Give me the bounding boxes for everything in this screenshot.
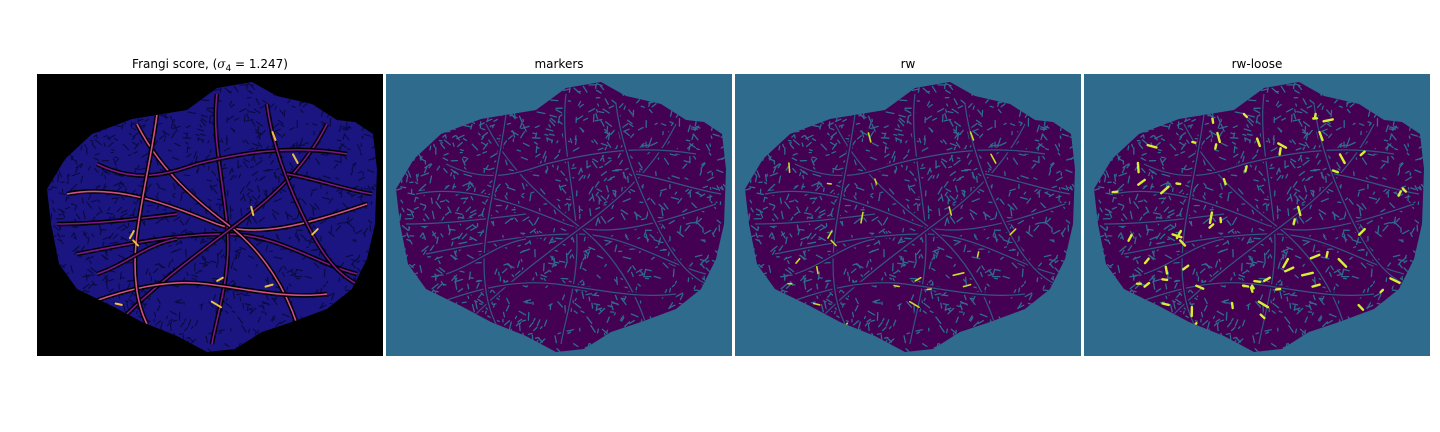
title-rest: = 1.247) — [231, 57, 288, 71]
vessel-highlight — [116, 304, 122, 305]
segmentation-label — [1213, 119, 1214, 123]
rw-loose-panel — [1084, 74, 1430, 356]
segmentation-label — [1224, 179, 1226, 184]
segmentation-label — [1166, 267, 1167, 274]
segmentation-label — [1138, 163, 1139, 172]
segmentation-label — [1327, 252, 1328, 257]
title-prefix: Frangi score, ( — [132, 57, 217, 71]
segmentation-label — [1243, 286, 1248, 287]
markers-image — [386, 74, 732, 356]
rw-panel — [735, 74, 1081, 356]
segmentation-label — [1294, 219, 1295, 224]
rw-image — [735, 74, 1081, 356]
segmentation-label — [1254, 281, 1260, 282]
segmentation-label — [789, 163, 790, 172]
panel-title-markers: markers — [386, 57, 732, 71]
segmentation-label — [1280, 148, 1281, 154]
segmentation-label — [894, 286, 899, 287]
segmentation-label — [1245, 166, 1246, 171]
rw-loose-image — [1084, 74, 1430, 356]
markers-panel — [386, 74, 732, 356]
segmentation-label — [1381, 290, 1383, 292]
segmentation-label — [1333, 171, 1338, 173]
segmentation-label — [978, 252, 979, 257]
frangi-panel — [37, 74, 383, 356]
segmentation-label — [1162, 279, 1167, 280]
segmentation-label — [1252, 286, 1254, 289]
panel-title-rw-loose: rw-loose — [1084, 57, 1430, 71]
segmentation-label — [1192, 142, 1195, 143]
segmentation-label — [1113, 192, 1118, 193]
segmentation-label — [1215, 144, 1216, 148]
frangi-image — [37, 74, 383, 356]
panel-title-rw: rw — [735, 57, 1081, 71]
segmentation-label — [1163, 304, 1169, 305]
segmentation-label — [1232, 303, 1233, 308]
sigma-symbol: σ — [217, 57, 225, 71]
